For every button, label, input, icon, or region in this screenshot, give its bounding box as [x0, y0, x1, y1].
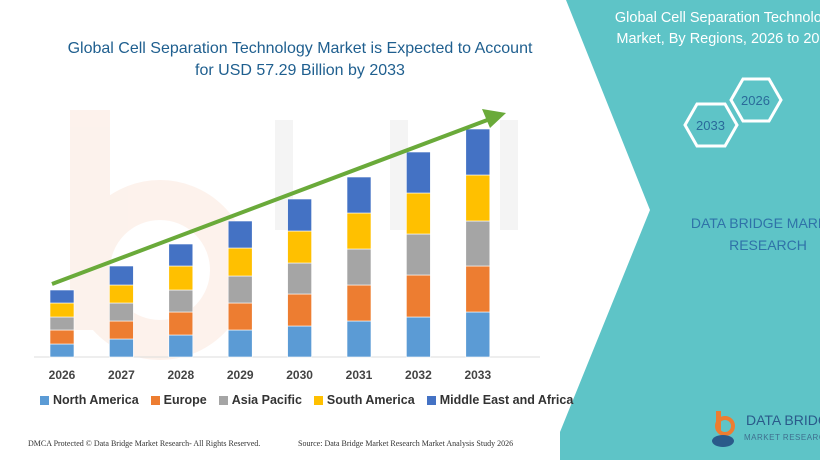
- bar-segment-2029-north-america: [227, 329, 253, 358]
- x-tick-label: 2032: [405, 368, 432, 382]
- bar-segment-2031-asia-pacific: [346, 248, 372, 286]
- hex-label-2033: 2033: [696, 118, 725, 133]
- bar-segment-2026-asia-pacific: [49, 316, 75, 331]
- footer-copyright: DMCA Protected © Data Bridge Market Rese…: [28, 439, 261, 448]
- bar-segment-2026-south-america: [49, 302, 75, 318]
- legend-label: Europe: [163, 393, 207, 407]
- bar-segment-2032-middle-east-and-africa: [406, 151, 431, 194]
- bar-segment-2026-north-america: [49, 343, 75, 358]
- hex-2026: [729, 77, 783, 123]
- bar-segment-2029-asia-pacific: [227, 275, 253, 304]
- stacked-bar-chart: 2026 2027 2028 2029 2030 2031 2032 2033: [34, 109, 540, 382]
- bar-segment-2026-europe: [49, 329, 75, 345]
- x-tick-label: 2027: [108, 368, 135, 382]
- title-line-1: Global Cell Separation Technology Market…: [67, 40, 533, 57]
- logo-icon: [712, 411, 735, 447]
- bar-segment-2030-north-america: [287, 325, 312, 358]
- legend-label: Middle East and Africa: [439, 393, 574, 407]
- bar-segment-2032-europe: [406, 274, 431, 318]
- legend-label: North America: [53, 393, 139, 407]
- bar-segment-2031-europe: [346, 284, 372, 322]
- x-tick-label: 2031: [346, 368, 373, 382]
- bar-segment-2032-asia-pacific: [406, 233, 431, 276]
- logo-text: DATA BRIDGE: [746, 412, 820, 428]
- bar-segment-2031-south-america: [346, 212, 372, 250]
- bar-segment-2027-asia-pacific: [109, 302, 134, 322]
- bar-segment-2033-asia-pacific: [465, 220, 491, 267]
- bar-segment-2028-north-america: [168, 334, 194, 358]
- legend-item: Asia Pacific: [218, 393, 302, 407]
- legend-swatch: [150, 395, 160, 405]
- bar-segment-2027-north-america: [109, 338, 134, 358]
- x-tick-label: 2030: [286, 368, 313, 382]
- x-tick-label: 2028: [167, 368, 194, 382]
- bar-segment-2028-south-america: [168, 265, 194, 291]
- bar-segment-2028-europe: [168, 311, 194, 336]
- legend-label: Asia Pacific: [231, 393, 302, 407]
- bar-segment-2029-middle-east-and-africa: [227, 220, 253, 249]
- bar-segment-2030-middle-east-and-africa: [287, 198, 312, 232]
- legend-item: South America: [313, 393, 415, 407]
- bar-segment-2032-north-america: [406, 316, 431, 358]
- legend-swatch: [426, 395, 436, 405]
- brand-line-1: DATA BRIDGE MARKET: [690, 215, 820, 231]
- bar-segment-2031-middle-east-and-africa: [346, 176, 372, 214]
- bar-segment-2027-europe: [109, 320, 134, 340]
- brand-text: DATA BRIDGE MARKET RESEARCH: [668, 212, 820, 256]
- legend-swatch: [40, 395, 49, 405]
- bar-segment-2032-south-america: [406, 192, 431, 235]
- logo-subtext: MARKET RESEARCH: [744, 433, 820, 442]
- side-title-line-2: Market, By Regions, 2026 to 2033: [616, 31, 820, 47]
- bar-segment-2028-asia-pacific: [168, 289, 194, 313]
- bar-segment-2033-middle-east-and-africa: [465, 128, 491, 176]
- x-tick-label: 2029: [227, 368, 254, 382]
- bar-segment-2033-north-america: [465, 311, 491, 358]
- bar-segment-2029-europe: [227, 302, 253, 331]
- bar-segment-2033-south-america: [465, 174, 491, 222]
- hex-2033: [683, 102, 739, 148]
- bar-segment-2027-south-america: [109, 284, 134, 304]
- legend-item: Middle East and Africa: [426, 393, 574, 407]
- brand-line-2: RESEARCH: [729, 237, 807, 253]
- bar-segment-2030-south-america: [287, 230, 312, 264]
- legend-item: Europe: [150, 393, 207, 407]
- bar-segment-2027-middle-east-and-africa: [109, 265, 134, 286]
- legend-swatch: [218, 395, 228, 405]
- trend-arrow-head: [482, 109, 506, 128]
- bar-segment-2033-europe: [465, 265, 491, 313]
- title-line-2: for USD 57.29 Billion by 2033: [195, 62, 405, 79]
- bar-segment-2028-middle-east-and-africa: [168, 243, 194, 267]
- trend-arrow-line: [51, 117, 491, 286]
- chart-title: Global Cell Separation Technology Market…: [40, 38, 560, 82]
- footer-source: Source: Data Bridge Market Research Mark…: [298, 439, 514, 448]
- side-panel-title: Global Cell Separation Technology Market…: [596, 8, 820, 50]
- bar-segment-2031-north-america: [346, 320, 372, 358]
- legend-swatch: [313, 395, 323, 405]
- side-title-line-1: Global Cell Separation Technology: [614, 10, 820, 26]
- bar-segment-2026-middle-east-and-africa: [49, 289, 75, 304]
- bar-segment-2029-south-america: [227, 247, 253, 277]
- bar-segment-2030-europe: [287, 293, 312, 327]
- legend-label: South America: [326, 393, 415, 407]
- legend-item: North America: [40, 393, 139, 407]
- legend: North America Europe Asia Pacific South Ame…: [40, 393, 573, 407]
- hex-label-2026: 2026: [741, 93, 770, 108]
- x-tick-label: 2026: [49, 368, 76, 382]
- bar-segment-2030-asia-pacific: [287, 262, 312, 295]
- x-tick-label: 2033: [464, 368, 491, 382]
